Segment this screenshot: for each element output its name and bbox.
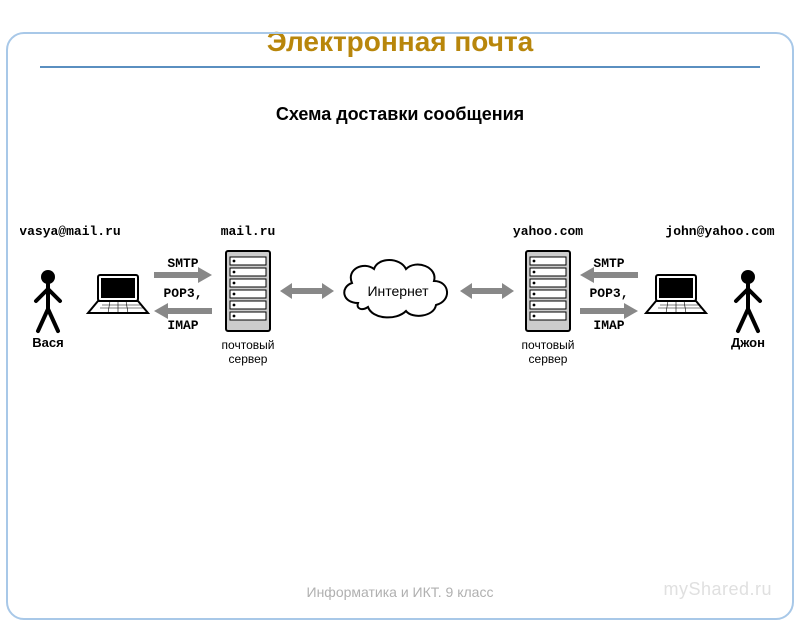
person-left-icon <box>36 270 60 331</box>
arrow-pop-left <box>154 303 212 319</box>
server-left-icon <box>226 251 270 331</box>
person-right-icon <box>736 270 760 331</box>
person-right-name: Джон <box>731 335 765 350</box>
server-right-cap1: почтовый <box>522 338 575 352</box>
proto-pop-right-l1: POP3, <box>589 286 628 301</box>
proto-smtp-left: SMTP <box>167 256 198 271</box>
server-left-cap2: сервер <box>229 352 268 366</box>
server-left-domain: mail.ru <box>221 224 276 239</box>
person-right-email: john@yahoo.com <box>665 224 774 239</box>
arrow-server-cloud-left <box>280 283 334 299</box>
person-left-email: vasya@mail.ru <box>20 224 121 239</box>
arrow-server-cloud-right <box>460 283 514 299</box>
proto-smtp-right: SMTP <box>593 256 624 271</box>
proto-pop-left-l1: POP3, <box>163 286 202 301</box>
server-left-cap1: почтовый <box>222 338 275 352</box>
proto-pop-left-l2: IMAP <box>167 318 198 333</box>
server-right-cap2: сервер <box>529 352 568 366</box>
arrow-pop-right <box>580 303 638 319</box>
proto-pop-right-l2: IMAP <box>593 318 624 333</box>
laptop-right-icon <box>646 275 706 313</box>
laptop-left-icon <box>88 275 148 313</box>
server-right-domain: yahoo.com <box>513 224 583 239</box>
watermark: myShared.ru <box>663 579 772 600</box>
cloud-label: Интернет <box>367 283 429 299</box>
person-left-name: Вася <box>32 335 63 350</box>
email-delivery-diagram: Вася vasya@mail.ru SMTP POP3, IMAP mail.… <box>20 211 780 411</box>
server-right-icon <box>526 251 570 331</box>
